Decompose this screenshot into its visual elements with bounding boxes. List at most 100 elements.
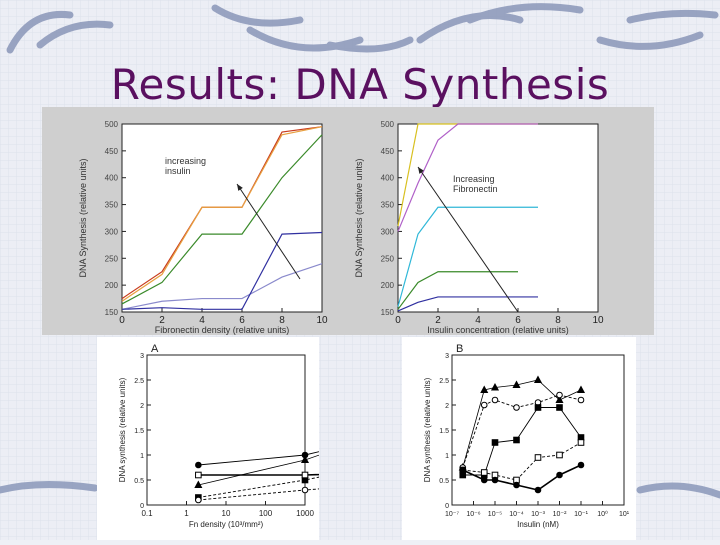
panel-label: B xyxy=(456,343,463,355)
decorative-swirls xyxy=(0,3,720,499)
y-tick-label: 1 xyxy=(140,453,144,460)
x-axis-label: Insulin concentration (relative units) xyxy=(427,325,569,335)
y-tick-label: 300 xyxy=(381,227,395,236)
y-tick-label: 500 xyxy=(105,120,119,129)
x-tick-label: 6 xyxy=(239,315,245,326)
data-point-triangle xyxy=(194,480,203,488)
x-tick-label: 10⁻⁵ xyxy=(488,511,502,518)
x-axis-label: Fibronectin density (relative units) xyxy=(155,325,290,335)
data-point-circle xyxy=(577,396,585,404)
data-point-square xyxy=(301,471,309,479)
y-axis-label: DNA Synthesis (relative units) xyxy=(354,158,364,277)
x-tick-label: 4 xyxy=(475,315,481,326)
series-line-2 xyxy=(121,126,323,302)
y-tick-label: 3 xyxy=(140,353,144,360)
data-point-square xyxy=(556,404,563,411)
data-point-circle xyxy=(491,476,499,484)
data-point-circle xyxy=(534,486,542,494)
x-tick-label: 4 xyxy=(199,315,205,326)
fit-curve-5 xyxy=(462,464,582,491)
x-axis-label: Fn density (10³/mm²) xyxy=(189,520,264,529)
data-point-square xyxy=(534,454,542,461)
y-tick-label: 1 xyxy=(445,453,449,460)
series-line-4 xyxy=(121,263,323,310)
y-axis-label: DNA synthesis (relative units) xyxy=(118,377,127,482)
y-tick-label: 3 xyxy=(445,353,449,360)
x-tick-label: 2 xyxy=(435,315,441,326)
y-tick-label: 450 xyxy=(381,147,395,156)
data-point-circle xyxy=(301,451,309,459)
chart-b-insulin: 10⁻⁷ 10⁻⁶ 10⁻⁵ 10⁻⁴ 10⁻³ 10⁻² 10⁻¹ 10⁰ 10¹ 0 0.5 1 1… xyxy=(423,343,630,529)
fit-curve-1 xyxy=(198,391,720,486)
x-tick-label: 10⁻³ xyxy=(531,511,545,518)
y-tick-label: 250 xyxy=(105,254,119,263)
data-point-circle xyxy=(195,496,202,504)
panel-label: A xyxy=(151,343,159,355)
top-chart-panel: 0 2 4 6 8 10 150 200 250 300 350 400 450 500 Fibronect… xyxy=(42,107,654,335)
x-tick-label: 10 xyxy=(316,315,328,326)
fit-curve-1 xyxy=(462,379,582,468)
y-tick-label: 150 xyxy=(381,308,395,317)
x-tick-label: 1 xyxy=(184,509,189,518)
data-point-triangle xyxy=(576,385,586,393)
annotation-text: increasing insulin xyxy=(165,156,206,176)
series-line-5 xyxy=(121,231,323,310)
x-tick-label: 10⁻⁶ xyxy=(466,511,480,518)
y-tick-label: 2 xyxy=(445,403,449,410)
y-tick-label: 300 xyxy=(105,227,119,236)
fit-curve-3 xyxy=(198,404,720,466)
annotation-arrow xyxy=(236,183,301,280)
data-point-circle xyxy=(513,404,520,411)
annotation-arrow xyxy=(417,166,519,313)
x-tick-label: 10 xyxy=(592,315,604,326)
series-line-2 xyxy=(397,123,538,232)
data-point-triangle xyxy=(300,455,310,463)
data-point-square xyxy=(556,451,563,459)
data-point-circle xyxy=(301,486,309,494)
annotation-text: Increasing Fibronectin xyxy=(453,174,498,194)
plot-area xyxy=(121,123,323,313)
y-tick-label: 350 xyxy=(381,201,395,210)
series-line-3 xyxy=(121,134,323,305)
y-tick-label: 500 xyxy=(381,120,395,129)
y-tick-label: 250 xyxy=(381,254,395,263)
data-point-square xyxy=(513,436,520,444)
annotation-arrowhead xyxy=(237,184,243,191)
data-point-triangle xyxy=(555,395,564,403)
y-tick-label: 0.5 xyxy=(134,478,144,485)
y-tick-label: 200 xyxy=(105,281,119,290)
data-point-triangle xyxy=(480,385,489,393)
x-tick-label: 10⁻² xyxy=(553,511,567,518)
data-point-circle xyxy=(459,466,467,474)
chart-b-panel: 10⁻⁷ 10⁻⁶ 10⁻⁵ 10⁻⁴ 10⁻³ 10⁻² 10⁻¹ 10⁰ 10¹ 0 0.5 1 1… xyxy=(402,337,636,540)
series-line-5 xyxy=(397,296,538,312)
data-point-circle xyxy=(556,391,563,399)
x-tick-label: 8 xyxy=(279,315,285,326)
fit-curve-4 xyxy=(198,464,720,501)
x-tick-label: 8 xyxy=(555,315,561,326)
data-point-circle xyxy=(577,461,585,469)
x-tick-label: 10⁻⁷ xyxy=(445,511,459,518)
y-tick-label: 350 xyxy=(105,201,119,210)
data-point-circle xyxy=(491,396,499,404)
annotation-arrowhead xyxy=(418,167,424,174)
data-point-circle xyxy=(195,461,202,469)
y-tick-label: 2.5 xyxy=(439,378,449,385)
y-tick-label: 1.5 xyxy=(134,428,144,435)
y-tick-label: 0 xyxy=(445,503,449,510)
y-tick-label: 0.5 xyxy=(439,478,449,485)
x-tick-label: 10⁻¹ xyxy=(574,511,588,518)
y-axis-label: DNA Synthesis (relative units) xyxy=(78,158,88,277)
x-tick-label: 10 xyxy=(222,509,231,518)
data-point-triangle xyxy=(533,375,543,383)
x-tick-label: 0 xyxy=(395,315,401,326)
x-tick-label: 10¹ xyxy=(619,511,630,518)
y-tick-label: 2 xyxy=(140,403,144,410)
chart-a-panel: 0.1 1 10 100 1000 0 0.5 1 1.5 2 2.5 3 A Fn density (1… xyxy=(97,337,720,540)
y-tick-label: 0 xyxy=(140,503,144,510)
data-point-circle xyxy=(513,481,520,489)
fit-curve-4 xyxy=(462,442,582,481)
chart-fibronectin-density: 0 2 4 6 8 10 150 200 250 300 350 400 450 500 Fibronect… xyxy=(78,120,328,335)
y-tick-label: 1.5 xyxy=(439,428,449,435)
